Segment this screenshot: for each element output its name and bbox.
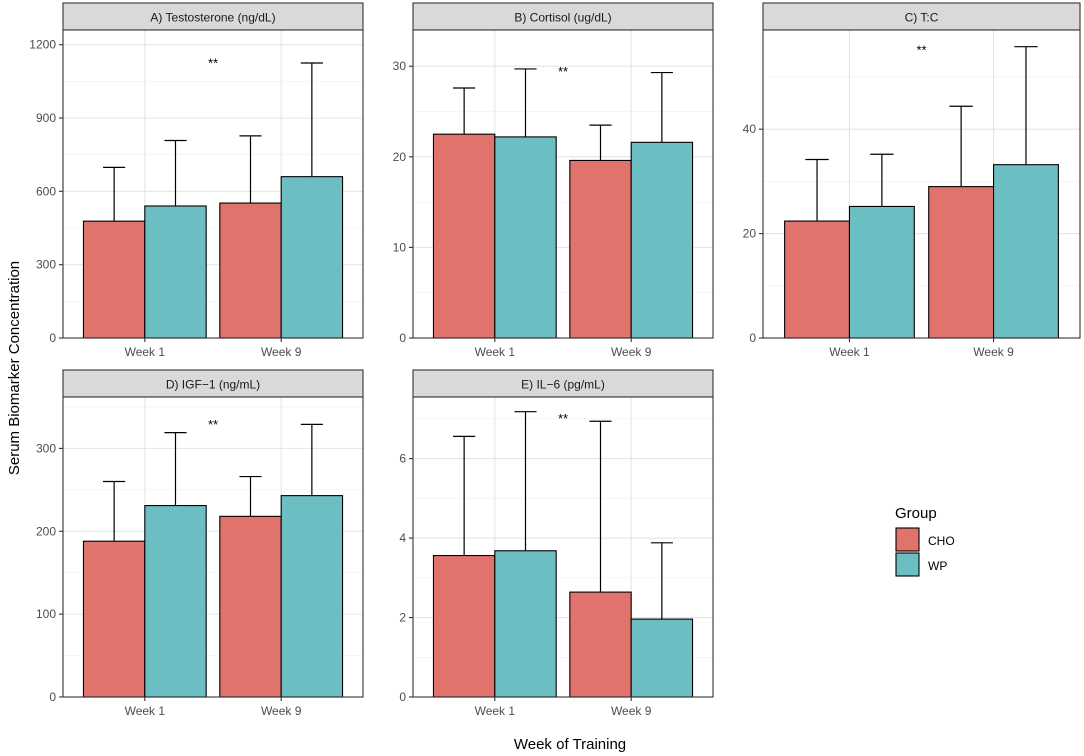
bar-wp-week-1 — [144, 505, 207, 698]
y-tick-label: 6 — [399, 452, 406, 466]
y-tick-label: 10 — [393, 240, 407, 254]
panel-border — [62, 396, 364, 698]
x-tick-label: Week 9 — [611, 704, 652, 718]
y-tick-label: 100 — [36, 607, 56, 621]
facet-title: A) Testosterone (ng/dL) — [150, 11, 275, 25]
bar-cho-week-1 — [432, 554, 496, 698]
y-axis-title: Serum Biomarker Concentration — [6, 261, 23, 475]
x-tick-label: Week 1 — [125, 704, 166, 718]
y-tick-label: 0 — [49, 690, 56, 704]
significance-annotation: ** — [558, 411, 568, 426]
bar-cho-week-1 — [82, 220, 146, 339]
facet-title: C) T:C — [905, 11, 939, 25]
y-tick-label: 200 — [36, 524, 56, 538]
significance-annotation: ** — [208, 55, 218, 70]
bar-wp-week-9 — [630, 618, 694, 698]
y-tick-label: 20 — [743, 227, 757, 241]
significance-annotation: ** — [558, 64, 568, 79]
facet-title: B) Cortisol (ug/dL) — [514, 11, 611, 25]
y-tick-label: 4 — [399, 531, 406, 545]
bar-wp-week-1 — [494, 136, 557, 339]
facet-strip — [62, 2, 364, 31]
bar-wp-week-9 — [280, 176, 344, 339]
y-tick-label: 1200 — [29, 38, 56, 52]
bar-wp-week-9 — [992, 164, 1059, 339]
significance-annotation: ** — [208, 417, 218, 432]
facet-strip — [412, 2, 714, 31]
facet-panel-2: B) Cortisol (ug/dL) ** 0 10 20 30 Week 1 Week 9 — [393, 2, 714, 359]
facet-panel-5: E) IL−6 (pg/mL) ** 0 2 4 6 Week 1 Week 9 — [399, 369, 714, 718]
y-tick-label: 300 — [36, 258, 56, 272]
bar-cho-week-1 — [432, 133, 496, 339]
legend-key-cho — [895, 527, 920, 552]
y-tick-label: 20 — [393, 150, 407, 164]
significance-annotation: ** — [916, 43, 926, 58]
bar-cho-week-1 — [784, 220, 851, 339]
bar-wp-week-1 — [848, 205, 915, 339]
bar-cho-week-9 — [569, 591, 632, 698]
y-tick-label: 300 — [36, 441, 56, 455]
facet-title: E) IL−6 (pg/mL) — [521, 378, 605, 392]
x-axis-title: Week of Training — [514, 736, 626, 753]
bar-cho-week-9 — [219, 202, 282, 339]
facet-panel-3: C) T:C ** 0 20 40 Week 1 Week 9 — [743, 2, 1081, 359]
legend: Group CHO WP — [895, 505, 955, 577]
x-tick-label: Week 9 — [973, 345, 1014, 359]
y-tick-label: 0 — [399, 690, 406, 704]
facet-panel-1: A) Testosterone (ng/dL) ** 0 300 600 900 1200 W… — [29, 2, 364, 359]
facet-title: D) IGF−1 (ng/mL) — [166, 378, 260, 392]
y-tick-label: 0 — [49, 331, 56, 345]
facet-panel-4: D) IGF−1 (ng/mL) ** 0 100 200 300 Week 1 Week 9 — [36, 369, 364, 718]
x-tick-label: Week 1 — [475, 704, 516, 718]
legend-title: Group — [895, 505, 937, 522]
bar-wp-week-1 — [494, 550, 557, 698]
x-tick-label: Week 1 — [829, 345, 870, 359]
bar-cho-week-9 — [219, 515, 282, 698]
y-tick-label: 900 — [36, 111, 56, 125]
legend-key-wp — [895, 552, 920, 577]
panel-border — [762, 29, 1081, 339]
x-tick-label: Week 1 — [475, 345, 516, 359]
y-tick-label: 40 — [743, 122, 757, 136]
y-tick-label: 30 — [393, 59, 407, 73]
bar-cho-week-9 — [569, 159, 632, 339]
legend-label-wp: WP — [928, 559, 947, 573]
panel-border — [412, 396, 714, 698]
panel-border — [62, 29, 364, 339]
facet-strip — [62, 369, 364, 398]
x-tick-label: Week 9 — [261, 345, 302, 359]
y-tick-label: 2 — [399, 611, 406, 625]
facet-panels: A) Testosterone (ng/dL)**03006009001200W… — [29, 2, 1081, 718]
bar-wp-week-9 — [630, 141, 694, 339]
x-tick-label: Week 1 — [125, 345, 166, 359]
x-tick-label: Week 9 — [611, 345, 652, 359]
panel-border — [412, 29, 714, 339]
facet-strip — [762, 2, 1081, 31]
bar-wp-week-9 — [280, 495, 344, 698]
y-tick-label: 0 — [749, 331, 756, 345]
bar-cho-week-1 — [82, 540, 146, 698]
x-tick-label: Week 9 — [261, 704, 302, 718]
y-tick-label: 0 — [399, 331, 406, 345]
bar-wp-week-1 — [144, 205, 207, 339]
legend-label-cho: CHO — [928, 534, 955, 548]
bar-cho-week-9 — [928, 186, 995, 339]
y-tick-label: 600 — [36, 184, 56, 198]
